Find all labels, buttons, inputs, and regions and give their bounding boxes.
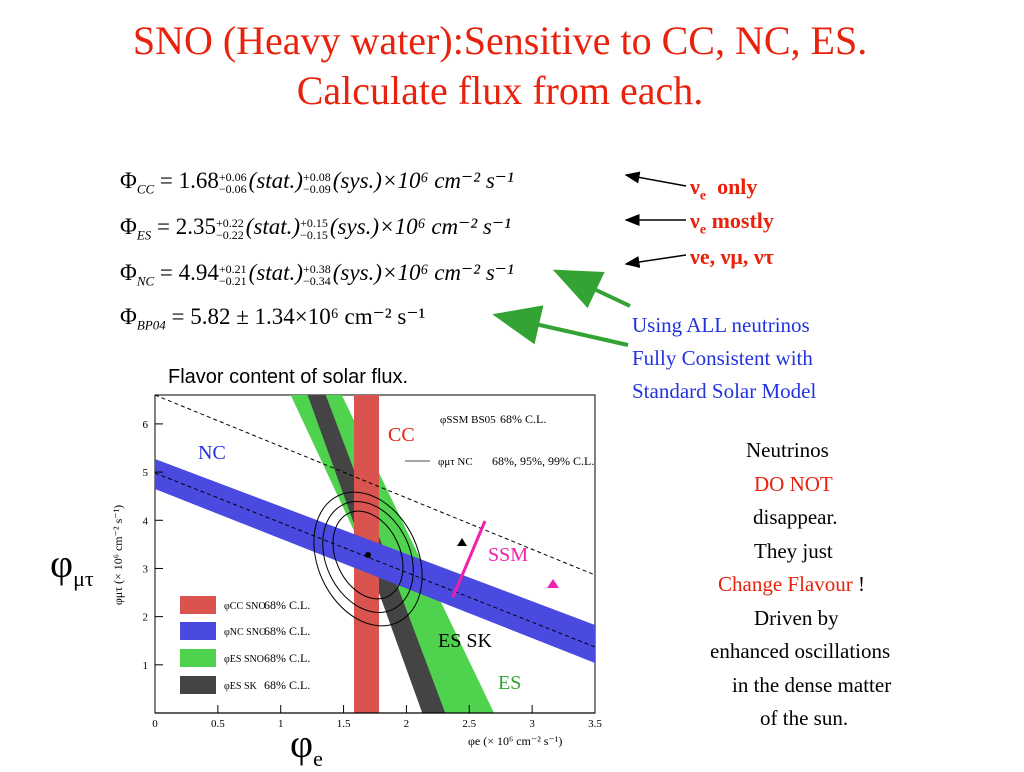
title-line-1: SNO (Heavy water):Sensitive to CC, NC, E… (132, 18, 868, 63)
ssm-line-upper (155, 395, 595, 576)
contours (313, 491, 423, 627)
legend-swatch-nc (180, 622, 216, 640)
legend-swatch-cc (180, 596, 216, 614)
green-arrow-nc (552, 269, 631, 309)
legend-cc-text: 68% C.L. (264, 598, 310, 612)
big-y-label: φμτ (50, 541, 94, 591)
legend-ssm-symbol: φSSM BS05 (440, 414, 496, 426)
legend-cc-symbol: φCC SNO (224, 601, 266, 612)
flux-plot: NC CC SSM ES SK ES φSSM BS05 68% C.L. φμ… (111, 394, 602, 748)
side-line-7: enhanced oscillations (710, 639, 891, 663)
x-tick-label: 3.5 (588, 718, 602, 730)
nc-center-line (155, 472, 595, 648)
arrow-nc (624, 254, 687, 268)
label-ssm: SSM (488, 544, 528, 566)
equation-es: ΦES = 2.35 +0.22 −0.22 (stat.) +0.15 −0.15 (sy… (120, 214, 511, 243)
big-x-label: φe (290, 721, 323, 771)
note-line-2: Fully Consistent with (632, 346, 813, 370)
arrow-cc (624, 171, 687, 187)
x-tick-label: 0.5 (211, 718, 225, 730)
x-tick-label: 1.5 (337, 718, 351, 730)
legend-nc2-text: 68% C.L. (264, 624, 310, 638)
legend-nc2-symbol: φNC SNO (224, 627, 266, 638)
legend-nc-text: 68%, 95%, 99% C.L. (492, 454, 594, 468)
y-tick-label: 3 (143, 563, 149, 575)
side-explanation: Neutrinos DO NOT disappear. They just Ch… (700, 434, 1000, 736)
marker-triangle-black (457, 538, 467, 546)
side-line-4: They just (754, 538, 833, 563)
consistency-note: Using ALL neutrinos Fully Consistent wit… (632, 309, 816, 408)
label-cc: CC (388, 424, 415, 446)
label-nu-e-mostly: νe mostly (690, 208, 774, 238)
side-line-1: Neutrinos (746, 438, 829, 462)
y-tick-label: 2 (143, 612, 149, 624)
x-tick-label: 3 (529, 718, 535, 730)
equation-nc: ΦNC = 4.94 +0.21 −0.21 (stat.) +0.38 −0.34 (sy… (120, 260, 514, 289)
legend-swatch-es (180, 649, 216, 667)
equation-bp04: ΦBP04 = 5.82 ± 1.34×10⁶ cm⁻² s⁻¹ (120, 304, 426, 333)
y-tick-label: 4 (143, 515, 149, 527)
marker-triangle-magenta (547, 579, 559, 588)
note-line-1: Using ALL neutrinos (632, 313, 810, 337)
legend-nc-symbol: φμτ NC (438, 456, 473, 468)
x-axis-title: φe (× 10⁶ cm⁻² s⁻¹) (468, 734, 562, 748)
label-nu-all-flavors: νe, νμ, ντ (690, 244, 774, 269)
y-tick-label: 5 (143, 467, 149, 479)
ssm-bar (451, 520, 487, 598)
x-tick-label: 0 (152, 718, 158, 730)
x-tick-label: 2 (404, 718, 410, 730)
label-nc: NC (198, 442, 226, 464)
label-es-sk: ES SK (438, 630, 492, 652)
y-axis-title: φμτ (× 10⁶ cm⁻² s⁻¹) (111, 505, 125, 605)
x-tick-label: 1 (278, 718, 284, 730)
y-tick-label: 1 (143, 660, 149, 672)
legend-es-symbol: φES SNO (224, 654, 264, 665)
side-line-8: in the dense matter (732, 672, 892, 697)
side-line-2: DO NOT (754, 471, 833, 496)
green-arrow-bp04 (492, 305, 629, 347)
side-line-6: Driven by (754, 605, 839, 630)
slide-title: SNO (Heavy water):Sensitive to CC, NC, E… (0, 18, 1000, 114)
legend-essk-text: 68% C.L. (264, 678, 310, 692)
x-tick-label: 2.5 (462, 718, 476, 730)
legend-swatch-essk (180, 676, 216, 694)
band-nc (155, 459, 595, 663)
side-line-3: disappear. (753, 505, 838, 529)
label-nu-e-only: νe only (690, 174, 758, 204)
title-line-2: Calculate flux from each. (296, 68, 704, 113)
legend-ssm-text: 68% C.L. (500, 412, 546, 426)
plot-caption: Flavor content of solar flux. (168, 366, 409, 388)
note-line-3: Standard Solar Model (632, 379, 817, 403)
y-tick-label: 6 (143, 419, 149, 431)
equation-cc: ΦCC = 1.68 +0.06 −0.06 (stat.) +0.08 −0.09 (sy… (120, 168, 514, 197)
best-fit-point (365, 552, 371, 558)
legend-es-text: 68% C.L. (264, 651, 310, 665)
legend-essk-symbol: φES SK (224, 681, 258, 692)
label-es: ES (498, 672, 521, 694)
side-line-5: Change Flavour ! (718, 572, 865, 596)
side-line-9: of the sun. (760, 706, 849, 730)
